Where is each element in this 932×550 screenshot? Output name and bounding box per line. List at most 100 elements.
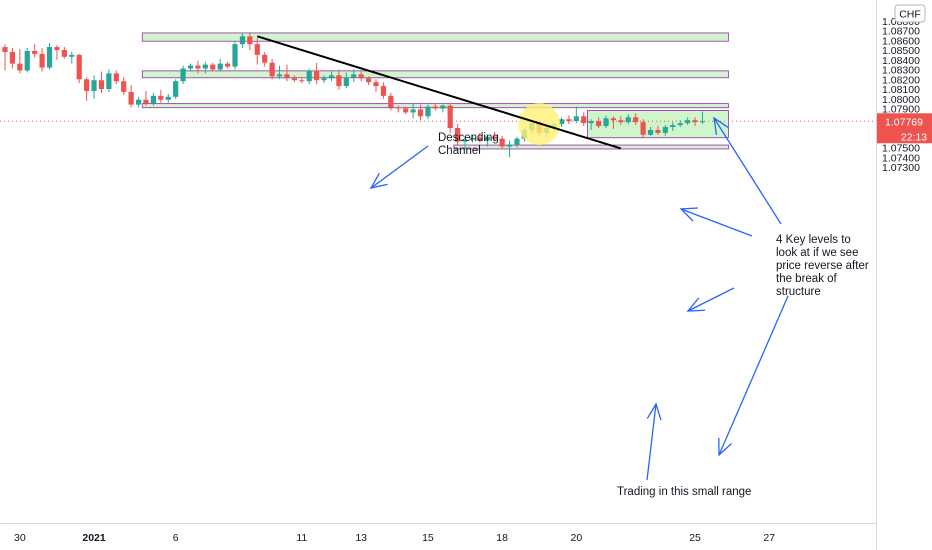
candle-body xyxy=(633,117,639,123)
candle-body xyxy=(314,70,320,81)
bar-countdown-label: 22:13 xyxy=(901,131,927,143)
candle-body xyxy=(321,78,327,81)
candle-body xyxy=(395,107,401,109)
candle-body xyxy=(351,74,357,78)
candle-body xyxy=(380,86,387,96)
price-tick-label: 1.07400 xyxy=(882,152,920,164)
arrow-head xyxy=(713,116,729,135)
candle-body xyxy=(284,74,290,79)
candle-body xyxy=(24,50,30,71)
arrow-head xyxy=(686,297,706,312)
candle-body xyxy=(596,121,602,127)
annotation-levels-line: look at if we see xyxy=(776,247,858,259)
candle-body xyxy=(128,91,134,105)
candle-body xyxy=(469,137,476,140)
candle-body xyxy=(202,64,208,69)
candle-body xyxy=(195,65,201,69)
time-tick-label: 27 xyxy=(763,532,775,544)
candle-body xyxy=(440,105,446,109)
arrow-shaft xyxy=(370,145,429,189)
candle-body xyxy=(247,36,253,45)
price-tick-label: 1.08200 xyxy=(882,74,920,86)
candle-body xyxy=(2,47,8,52)
candle-body xyxy=(685,120,691,124)
time-tick-label: 20 xyxy=(570,532,582,544)
descending-trendline xyxy=(256,35,622,150)
candle-body xyxy=(165,96,171,100)
candles xyxy=(2,32,706,158)
candle-body xyxy=(173,81,179,97)
candle-body xyxy=(610,118,617,121)
price-tick-label: 1.08000 xyxy=(882,94,920,106)
candle-body xyxy=(336,75,342,87)
candle-body xyxy=(299,80,305,82)
candle-body xyxy=(514,138,520,145)
price-tick-label: 1.08500 xyxy=(882,45,920,57)
candle-body xyxy=(84,79,90,91)
candle-body xyxy=(640,122,646,135)
candle-body xyxy=(566,119,572,122)
arrow-head xyxy=(679,207,699,222)
candle-body xyxy=(269,62,275,77)
time-tick-label: 30 xyxy=(14,532,26,544)
candle-body xyxy=(113,73,119,82)
candle-body xyxy=(625,117,631,123)
candle-body xyxy=(217,63,223,70)
price-tick-label: 1.08700 xyxy=(882,26,920,38)
candle-body xyxy=(388,95,394,108)
annotation-levels-line: the break of xyxy=(776,273,838,285)
candle-body xyxy=(373,82,379,87)
candle-body xyxy=(187,65,194,69)
arrow-to-channel xyxy=(369,145,429,189)
price-tick-label: 1.08400 xyxy=(882,55,920,67)
price-axis[interactable]: 1.088001.087001.086001.085001.084001.083… xyxy=(882,16,920,174)
candle-body xyxy=(410,109,416,113)
candle-body xyxy=(655,129,661,133)
candle-body xyxy=(46,47,53,68)
candle-body xyxy=(588,121,594,124)
candle-body xyxy=(91,80,97,91)
candle-body xyxy=(432,106,438,109)
candle-body xyxy=(677,123,683,126)
time-axis[interactable]: 30 2021 6 11 13 15 18 20 25 27 xyxy=(14,532,775,544)
arrow-to-zone-3 xyxy=(686,287,735,312)
arrow-shaft xyxy=(687,287,735,312)
candle-body xyxy=(403,108,409,113)
candle-body xyxy=(365,78,372,83)
price-tick-label: 1.07500 xyxy=(882,143,920,155)
annotation-levels-line: 4 Key levels to xyxy=(776,234,851,246)
arrow-to-zone-1 xyxy=(713,116,782,225)
time-tick-label: 11 xyxy=(296,532,307,544)
candle-body xyxy=(54,47,60,50)
annotation-channel-line: Channel xyxy=(438,145,481,157)
currency-badge[interactable]: CHF xyxy=(894,4,926,23)
time-tick-label: 15 xyxy=(422,532,434,544)
candle-body xyxy=(417,109,424,117)
candle-body xyxy=(69,54,75,57)
candle-body xyxy=(477,137,483,141)
time-tick-label: 2021 xyxy=(82,532,106,544)
candle-body xyxy=(343,77,349,87)
candle-body xyxy=(484,136,490,141)
currency-badge-label: CHF xyxy=(899,9,921,21)
annotation-levels-line: structure xyxy=(776,286,821,298)
candle-body xyxy=(358,74,364,79)
candle-body xyxy=(328,75,335,79)
candle-body xyxy=(143,99,149,104)
candle-body xyxy=(106,73,112,89)
candle-body xyxy=(581,116,587,124)
arrow-shaft xyxy=(713,117,782,225)
candle-body xyxy=(699,121,706,123)
zone-rect xyxy=(141,32,729,42)
candle-body xyxy=(17,63,23,71)
candle-body xyxy=(455,128,461,142)
candle-body xyxy=(558,119,565,125)
arrow-shaft xyxy=(718,295,789,456)
candle-body xyxy=(603,118,609,127)
candle-body xyxy=(150,95,156,104)
price-tick-label: 1.08300 xyxy=(882,65,920,77)
candle-body xyxy=(447,105,453,128)
candle-body xyxy=(225,63,231,67)
